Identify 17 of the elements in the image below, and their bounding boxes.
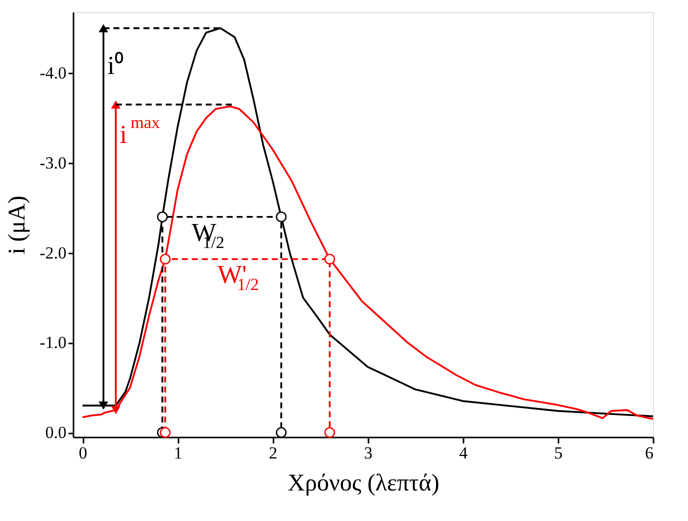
x-tick-label: 3 — [364, 444, 373, 462]
x-axis-title: Χρόνος (λεπτά) — [288, 470, 440, 496]
x-tick-label: 4 — [459, 444, 468, 462]
y-tick-label: -4.0 — [40, 64, 66, 83]
legend-label: i⁰ — [107, 50, 124, 80]
y-tick-label: -3.0 — [40, 153, 66, 172]
y-axis-title: i (μA) — [4, 196, 31, 254]
x-tick-label: 1 — [174, 444, 182, 462]
y-tick-label: 0.0 — [45, 423, 66, 442]
series-label: W'1/2 — [217, 260, 259, 294]
x-tick-label: 0 — [78, 444, 88, 462]
y-tick-label: -2.0 — [40, 243, 66, 262]
y-tick-label: -1.0 — [40, 333, 66, 352]
x-tick-label: 2 — [268, 444, 278, 462]
series-label: W1/2 — [192, 218, 224, 252]
x-tick-label: 6 — [645, 444, 654, 462]
x-tick-label: 5 — [554, 444, 563, 462]
